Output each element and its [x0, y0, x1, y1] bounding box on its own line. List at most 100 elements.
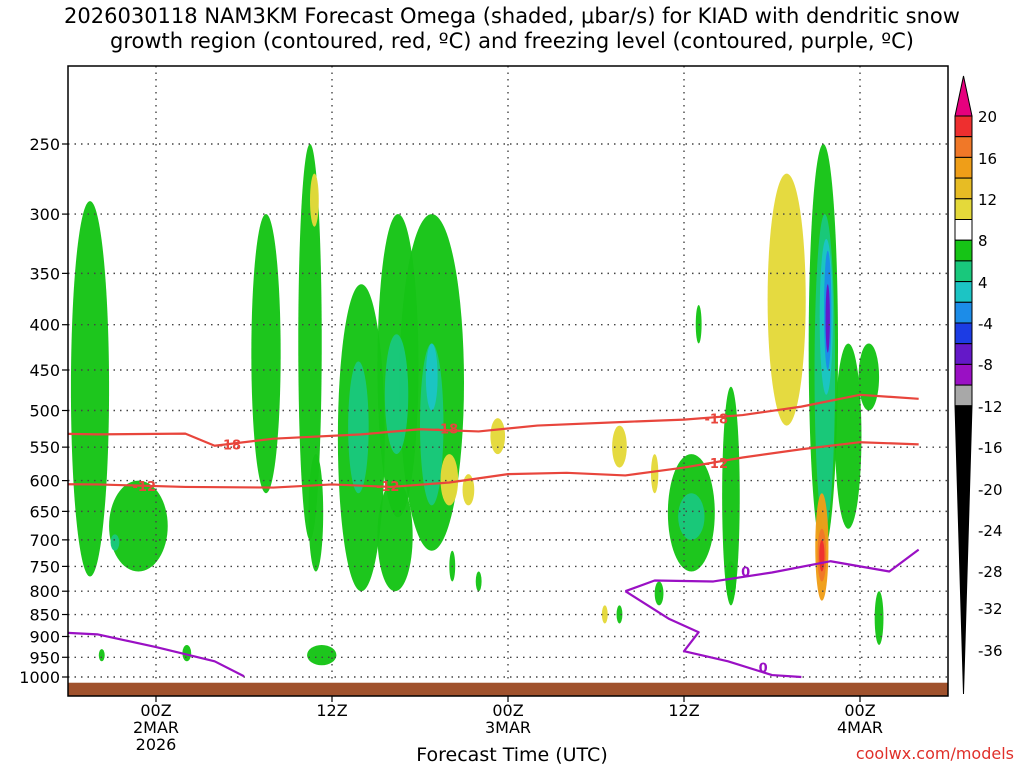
- y-tick-label: 600: [29, 472, 60, 491]
- y-tick-label: 300: [29, 205, 60, 224]
- omega-shade-cell: [462, 474, 475, 506]
- omega-shade-cell: [612, 425, 627, 468]
- omega-shade-cell: [858, 343, 880, 411]
- omega-shade-cell: [835, 343, 862, 529]
- x-tick-label: 00Z: [844, 701, 875, 720]
- omega-shade-cell: [819, 539, 825, 572]
- colorbar-label: -20: [978, 481, 1003, 499]
- colorbar-box: [954, 177, 973, 200]
- omega-shade-cell: [98, 649, 105, 662]
- colorbar-box: [954, 136, 973, 158]
- colorbar-label: -8: [978, 356, 993, 374]
- y-tick-label: 950: [29, 648, 60, 667]
- colorbar-arrow-top: [954, 75, 973, 117]
- colorbar-label: 16: [978, 150, 997, 168]
- omega-shade-cell: [654, 581, 664, 606]
- contour-label-minus12: -12: [376, 480, 400, 495]
- colorbar-label: -12: [978, 398, 1003, 416]
- omega-shade-cell: [425, 343, 438, 411]
- omega-shade-cell: [678, 493, 705, 540]
- omega-shade-cell: [725, 561, 737, 601]
- y-tick-label: 500: [29, 402, 60, 421]
- colorbar-label: 8: [978, 232, 988, 250]
- x-axis-label: Forecast Time (UTC): [416, 744, 608, 766]
- omega-shade-cell: [310, 173, 319, 227]
- y-tick-label: 450: [29, 361, 60, 380]
- y-tick-label: 350: [29, 264, 60, 283]
- omega-shade-cell: [298, 144, 322, 540]
- x-tick-label: 2MAR: [133, 718, 179, 737]
- contour-label-minus18: -18: [435, 422, 459, 437]
- chart-title: 2026030118 NAM3KM Forecast Omega (shaded…: [0, 4, 1024, 54]
- omega-shade-cell: [307, 644, 337, 666]
- omega-shade-cell: [874, 591, 884, 645]
- omega-shade-cell: [475, 571, 482, 592]
- source-credit[interactable]: coolwx.com/models: [855, 744, 1014, 763]
- contour-label-minus12: -12: [133, 480, 157, 495]
- omega-shade-cell: [182, 644, 192, 662]
- colorbar-box: [954, 384, 973, 407]
- y-tick-label: 550: [29, 438, 60, 457]
- omega-shade-cell: [490, 418, 506, 455]
- contour-minus12: [68, 441, 919, 489]
- y-tick-label: 1000: [19, 668, 60, 687]
- y-tick-label: 250: [29, 135, 60, 154]
- colorbar-label: -16: [978, 439, 1003, 457]
- contour-label-minus18: -18: [218, 439, 242, 454]
- colorbar-box: [954, 363, 973, 386]
- colorbar-box: [954, 322, 973, 345]
- x-tick-label: 00Z: [140, 701, 171, 720]
- omega-shade-cell: [616, 605, 623, 624]
- colorbar-box: [954, 343, 973, 365]
- omega-shade-cell: [601, 605, 608, 624]
- colorbar-box: [954, 115, 973, 138]
- omega-shade-cell: [377, 480, 413, 592]
- colorbar-label: -4: [978, 315, 993, 333]
- contour-zero-loop: [624, 590, 802, 679]
- contour-label-zero: 0: [759, 661, 768, 676]
- colorbar-label: -24: [978, 522, 1003, 540]
- omega-shade-cell: [109, 480, 168, 572]
- omega-shade-cell: [384, 334, 409, 455]
- x-tick-label: 4MAR: [837, 718, 883, 737]
- plot-area: -18 -18 -18 -12 -12 -12 0 0: [68, 66, 948, 696]
- colorbar-label: 4: [978, 274, 988, 292]
- colorbar-arrow-bottom: [954, 405, 973, 695]
- x-tick-label: 12Z: [668, 701, 699, 720]
- colorbar-label: -36: [978, 642, 1003, 660]
- omega-shade-cell: [722, 386, 740, 606]
- omega-shade-cell: [825, 284, 830, 353]
- contour-label-minus18: -18: [705, 413, 729, 428]
- colorbar-box: [954, 239, 973, 262]
- colorbar-label: 20: [978, 108, 997, 126]
- x-tick-label: 2026: [136, 735, 177, 754]
- y-tick-label: 650: [29, 502, 60, 521]
- gridlines: [68, 66, 948, 696]
- omega-shade-cell: [110, 534, 120, 551]
- colorbar-box: [954, 219, 973, 241]
- omega-shade-cell: [251, 214, 281, 494]
- omega-shade-cell: [651, 454, 659, 494]
- colorbar-box: [954, 281, 973, 303]
- omega-shade-cell: [440, 454, 459, 506]
- title-line-2: growth region (contoured, red, ºC) and f…: [110, 29, 914, 53]
- omega-shade-cell: [420, 343, 444, 506]
- y-tick-label: 850: [29, 606, 60, 625]
- colorbar-box: [954, 198, 973, 221]
- omega-shade-cell: [70, 201, 110, 577]
- y-tick-label: 400: [29, 316, 60, 335]
- contour-label-minus12: -12: [705, 457, 729, 472]
- x-tick-label: 00Z: [492, 701, 523, 720]
- y-tick-label: 900: [29, 627, 60, 646]
- omega-shade-cell: [348, 361, 369, 494]
- colorbar-label: 12: [978, 191, 997, 209]
- contour-label-zero: 0: [741, 565, 750, 580]
- colorbar-label: -32: [978, 600, 1003, 618]
- contour-minus18: [68, 393, 919, 447]
- ground-surface: [68, 682, 948, 696]
- x-tick-label: 12Z: [316, 701, 347, 720]
- y-tick-label: 700: [29, 531, 60, 550]
- omega-shade-cell: [308, 454, 324, 572]
- x-tick-label: 3MAR: [485, 718, 531, 737]
